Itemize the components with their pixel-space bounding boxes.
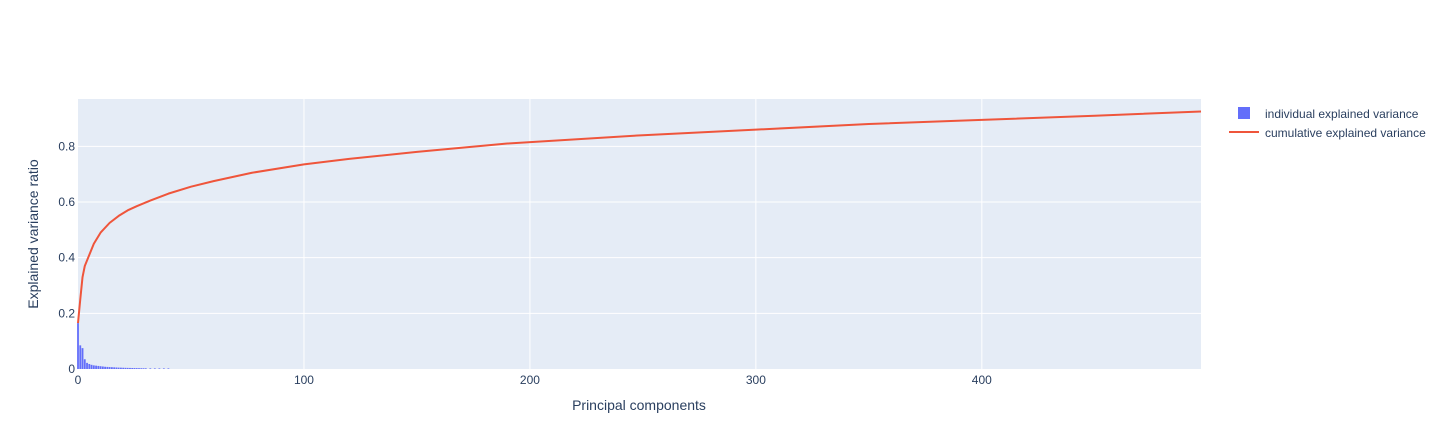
x-tick-label: 0: [75, 373, 82, 387]
bar: [110, 367, 113, 369]
bar: [124, 367, 127, 369]
x-tick-label: 300: [746, 373, 766, 387]
bar: [138, 368, 140, 369]
bar: [162, 368, 165, 369]
bar: [101, 366, 104, 369]
y-tick-label: 0.8: [58, 139, 75, 153]
bar-series: [77, 323, 170, 369]
y-tick-label: 0: [68, 362, 75, 376]
bar: [122, 367, 125, 369]
y-tick-label: 0.2: [58, 306, 75, 320]
legend-label-individual: individual explained variance: [1265, 107, 1419, 121]
y-tick-labels: 0 0.2 0.4 0.6 0.8: [58, 139, 75, 376]
bar: [126, 367, 129, 369]
legend[interactable]: individual explained variance cumulative…: [1229, 107, 1426, 140]
bar: [149, 368, 152, 369]
bar: [117, 367, 120, 369]
x-tick-label: 100: [294, 373, 314, 387]
bar: [167, 368, 170, 369]
bar: [81, 348, 84, 369]
line-series: [77, 110, 1202, 324]
bar: [142, 368, 145, 369]
bar: [104, 366, 107, 369]
grid-lines: [78, 99, 1201, 369]
bar: [88, 363, 91, 369]
bar: [99, 366, 102, 369]
y-tick-label: 0.4: [58, 251, 75, 265]
cumulative-line: [77, 110, 1202, 324]
x-tick-label: 400: [972, 373, 992, 387]
legend-swatch-bar: [1238, 107, 1250, 119]
bar: [113, 367, 116, 369]
bar: [97, 365, 100, 369]
bar: [133, 368, 136, 369]
bar: [86, 362, 88, 369]
x-axis-title: Principal components: [572, 397, 706, 413]
bar: [83, 359, 86, 369]
bar: [135, 368, 138, 369]
bar: [158, 368, 161, 369]
y-tick-label: 0.6: [58, 195, 75, 209]
legend-label-cumulative: cumulative explained variance: [1265, 126, 1426, 140]
bar: [153, 368, 156, 369]
bar: [106, 366, 109, 369]
bar: [108, 367, 111, 369]
x-tick-label: 200: [520, 373, 540, 387]
bar: [140, 368, 143, 369]
y-axis-title: Explained variance ratio: [25, 159, 41, 309]
bar: [120, 367, 122, 369]
bar: [90, 364, 93, 369]
bar: [79, 345, 82, 369]
legend-item-individual[interactable]: individual explained variance: [1238, 107, 1419, 121]
legend-item-cumulative[interactable]: cumulative explained variance: [1229, 126, 1426, 140]
bar: [131, 367, 134, 369]
bar: [144, 368, 147, 369]
plot-area: [78, 99, 1201, 369]
bar: [92, 365, 95, 369]
bar: [115, 367, 118, 369]
bar: [95, 365, 97, 369]
bar: [77, 323, 79, 369]
bar: [129, 367, 131, 369]
x-tick-labels: 0 100 200 300 400: [75, 373, 992, 387]
